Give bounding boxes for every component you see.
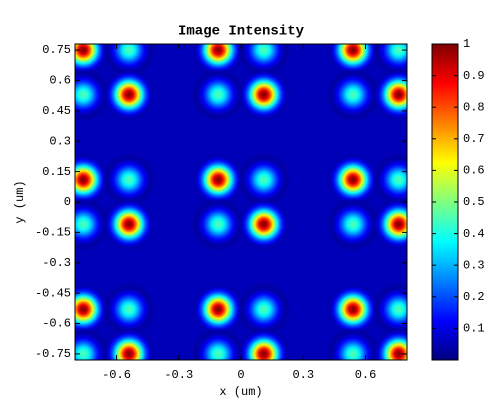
y-tick-label: -0.3 [42, 256, 71, 270]
image [75, 44, 407, 360]
colorbar [431, 43, 459, 361]
colorbar-tick-label: 0.5 [463, 195, 485, 209]
colorbar-tick-label: 0.2 [463, 290, 485, 304]
intensity-spot [75, 197, 111, 252]
y-tick-label: 0.3 [49, 134, 71, 148]
intensity-spot [75, 152, 111, 207]
colorbar-tick-label: 0.1 [463, 322, 485, 336]
intensity-spot [101, 197, 156, 252]
intensity-spot [101, 282, 156, 337]
intensity-spot [371, 326, 407, 360]
colorbar-tick-label: 0.6 [463, 164, 485, 178]
colorbar-tick-label: 0.9 [463, 69, 485, 83]
intensity-spot [236, 67, 291, 122]
intensity-spot [326, 282, 381, 337]
y-tick-label: -0.15 [35, 226, 71, 240]
intensity-spot [326, 44, 381, 78]
intensity-spot [326, 67, 381, 122]
y-tick-label: -0.6 [42, 317, 71, 331]
y-tick-label: -0.45 [35, 286, 71, 300]
intensity-spot [191, 67, 246, 122]
intensity-spot [191, 326, 246, 360]
intensity-spot [191, 44, 246, 78]
intensity-spot [371, 67, 407, 122]
colorbar-tick-label: 0.8 [463, 100, 485, 114]
colorbar-tick-label: 0.7 [463, 132, 485, 146]
y-axis-label: y (um) [13, 180, 27, 223]
intensity-spot [326, 197, 381, 252]
y-tick-label: 0.15 [42, 165, 71, 179]
x-tick-label: 0 [237, 368, 244, 382]
x-axis-label: x (um) [219, 385, 262, 399]
chart-title: Image Intensity [178, 24, 305, 40]
intensity-spot [371, 152, 407, 207]
intensity-spot [101, 44, 156, 78]
y-tick-label: 0.6 [49, 74, 71, 88]
intensity-spot [236, 152, 291, 207]
intensity-spot [326, 152, 381, 207]
intensity-spot [236, 197, 291, 252]
intensity-spot [101, 67, 156, 122]
intensity-spot [101, 152, 156, 207]
intensity-spot [191, 152, 246, 207]
intensity-spot [101, 326, 156, 360]
y-tick-label: -0.75 [35, 347, 71, 361]
x-tick-label: -0.6 [102, 368, 131, 382]
intensity-spot [191, 282, 246, 337]
intensity-spot [326, 326, 381, 360]
intensity-spot [75, 282, 111, 337]
x-tick-label: -0.3 [164, 368, 193, 382]
x-tick-label: 0.6 [355, 368, 377, 382]
colorbar-tick-label: 1 [463, 37, 470, 51]
y-tick-label: 0.45 [42, 104, 71, 118]
colorbar-tick-label: 0.4 [463, 227, 485, 241]
intensity-spot [236, 326, 291, 360]
colorbar-tick-label: 0.3 [463, 258, 485, 272]
intensity-spot [236, 44, 291, 78]
intensity-spot [191, 197, 246, 252]
intensity-spot [75, 67, 111, 122]
intensity-spot [236, 282, 291, 337]
y-tick-label: 0 [64, 195, 71, 209]
intensity-spot [371, 197, 407, 252]
x-tick-label: 0.3 [292, 368, 314, 382]
intensity-spot [371, 282, 407, 337]
y-tick-label: 0.75 [42, 43, 71, 57]
intensity-spot [75, 326, 111, 360]
